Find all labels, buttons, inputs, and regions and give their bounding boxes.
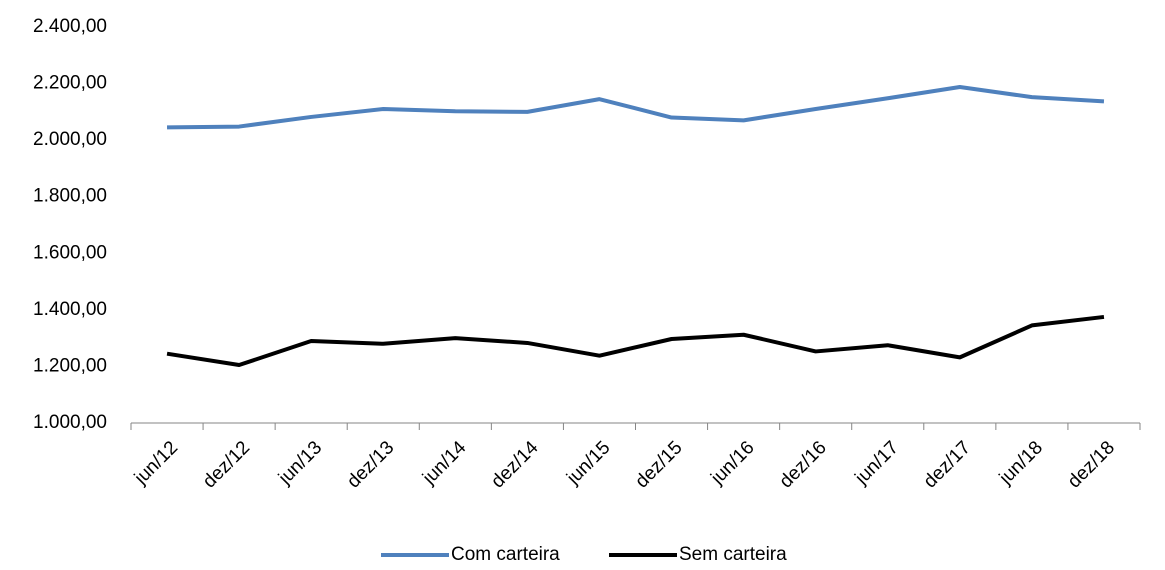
y-tick-label: 2.400,00 [33, 16, 107, 37]
y-tick-label: 1.800,00 [33, 186, 107, 207]
y-tick-label: 2.200,00 [33, 73, 107, 94]
y-tick-label: 1.600,00 [33, 242, 107, 263]
series-line [167, 84, 1105, 130]
x-tick-label: jun/14 [418, 437, 470, 489]
x-tick-label: jun/13 [274, 437, 326, 489]
y-tick-label: 1.000,00 [33, 412, 107, 433]
y-tick-label: 2.000,00 [33, 129, 107, 150]
y-tick-label: 1.200,00 [33, 355, 107, 376]
x-tick-label: jun/15 [562, 437, 614, 489]
x-tick-label: dez/16 [776, 437, 831, 492]
x-tick-label: jun/18 [995, 437, 1047, 489]
x-tick-label: jun/17 [851, 437, 903, 489]
x-tick-label: dez/13 [343, 437, 398, 492]
x-tick-label: dez/18 [1064, 437, 1119, 492]
x-tick-label: dez/15 [631, 437, 686, 492]
y-tick-label: 1.400,00 [33, 299, 107, 320]
x-tick-label: dez/14 [487, 437, 542, 492]
x-tick-label: dez/17 [920, 437, 975, 492]
legend-label: Sem carteira [679, 544, 787, 565]
x-tick-label: jun/16 [707, 437, 759, 489]
series-line [166, 314, 1105, 368]
legend-label: Com carteira [451, 544, 560, 565]
x-tick-label: dez/12 [199, 437, 254, 492]
x-tick-label: jun/12 [130, 437, 182, 489]
